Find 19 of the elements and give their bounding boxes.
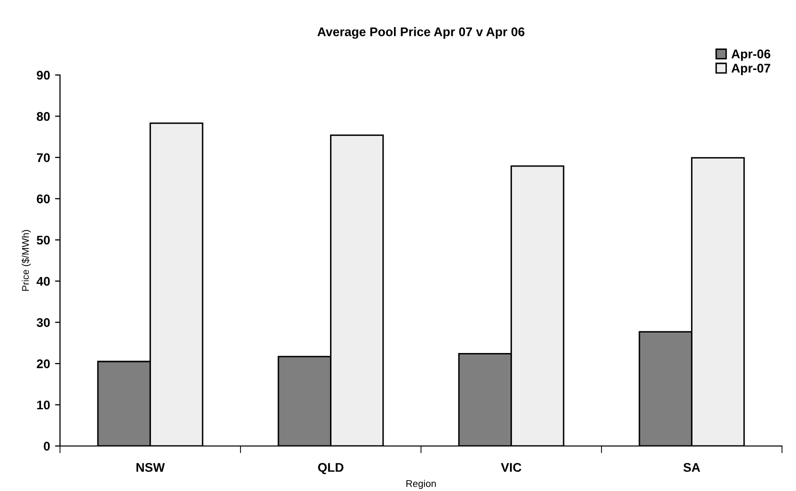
y-tick-label: 30 xyxy=(36,318,50,328)
y-tick-label: 60 xyxy=(36,194,50,204)
y-axis-title: Price ($/MWh) xyxy=(22,230,31,291)
legend-label: Apr-07 xyxy=(731,64,770,76)
x-tick-label: QLD xyxy=(318,462,344,474)
legend-label: Apr-06 xyxy=(731,50,770,61)
y-tick-label: 50 xyxy=(36,236,50,245)
x-axis-title: Region xyxy=(406,480,436,489)
y-tick-label: 10 xyxy=(37,400,50,410)
x-tick-label: NSW xyxy=(136,462,165,472)
y-tick-label: 70 xyxy=(36,153,50,162)
y-tick-label: 40 xyxy=(36,276,50,286)
y-tick-label: 90 xyxy=(36,70,50,80)
x-tick-label: VIC xyxy=(500,462,522,472)
y-tick-label: 20 xyxy=(36,359,50,368)
chart-title: Average Pool Price Apr 07 v Apr 06 xyxy=(317,27,524,39)
y-tick-label: 0 xyxy=(44,442,50,451)
x-tick-label: SA xyxy=(683,462,700,472)
y-tick-label: 80 xyxy=(36,112,50,121)
